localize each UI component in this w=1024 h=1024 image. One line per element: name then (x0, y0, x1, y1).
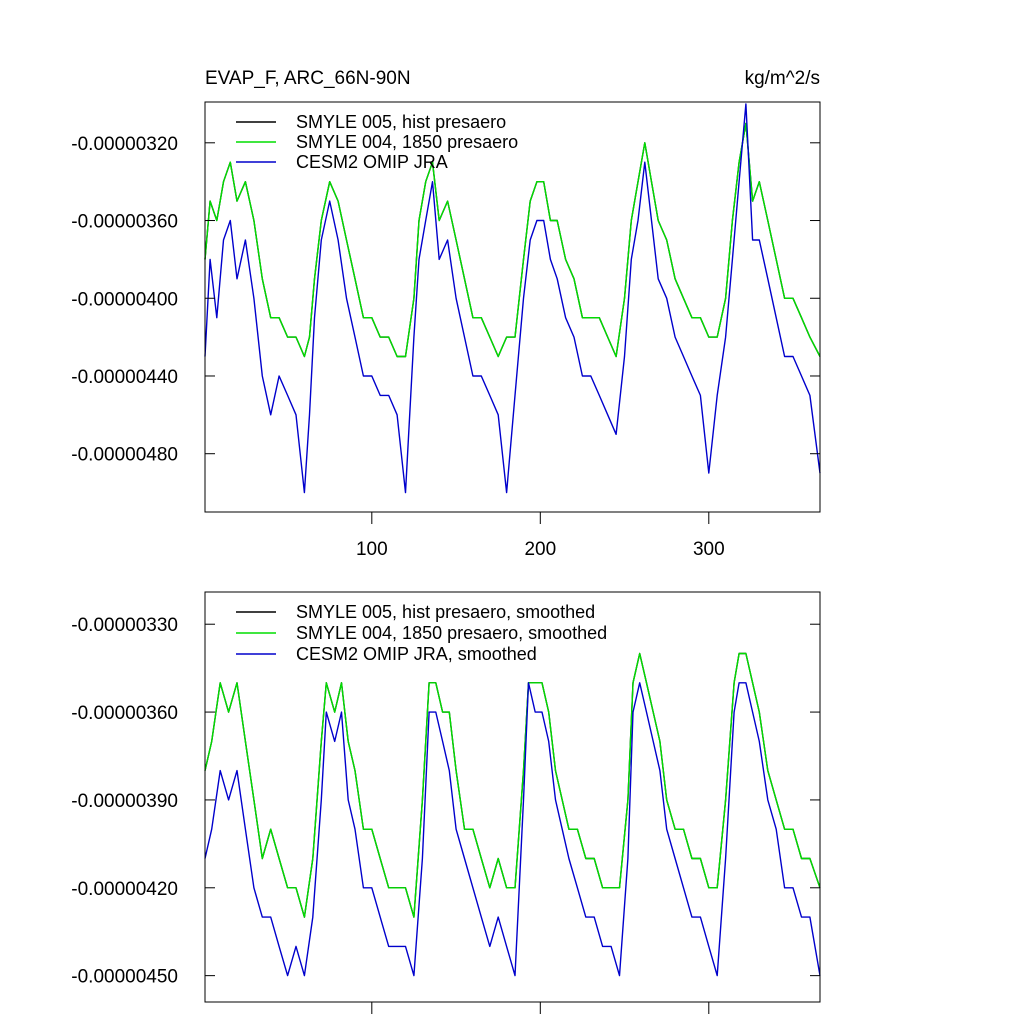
y-tick-label: -0.00000440 (71, 367, 178, 388)
plot-frame (204, 101, 821, 513)
y-tick-label: -0.00000400 (71, 289, 178, 310)
series-line-1 (204, 652, 821, 918)
bottom-panel: -0.00000330 -0.00000360 -0.00000390 -0.0000… (71, 591, 821, 1014)
top-panel: -0.00000320 -0.00000360 -0.00000400 -0.0000… (71, 68, 821, 560)
legend-label-0: SMYLE 005, hist presaero, smoothed (296, 602, 595, 622)
legend-label-1: SMYLE 004, 1850 presaero (296, 132, 518, 152)
y-tick-label: -0.00000450 (71, 967, 178, 988)
y-tick-label: -0.00000420 (71, 879, 178, 900)
y-tick-label: -0.00000330 (71, 615, 178, 636)
legend-label-2: CESM2 OMIP JRA, smoothed (296, 644, 537, 664)
y-tick-label: -0.00000320 (71, 134, 178, 155)
series-line-0 (204, 652, 821, 918)
legend-label-2: CESM2 OMIP JRA (296, 152, 448, 172)
legend-label-0: SMYLE 005, hist presaero (296, 112, 506, 132)
y-tick-label: -0.00000360 (71, 212, 178, 233)
y-tick-label: -0.00000360 (71, 703, 178, 724)
x-tick-label: 200 (524, 539, 556, 560)
series-line-1 (204, 122, 821, 358)
series-line-2 (204, 103, 821, 494)
plot-frame (204, 591, 821, 1003)
y-tick-label: -0.00000390 (71, 791, 178, 812)
units-label: kg/m^2/s (745, 68, 820, 89)
x-tick-label: 300 (693, 539, 725, 560)
legend-label-1: SMYLE 004, 1850 presaero, smoothed (296, 623, 607, 643)
chart-title: EVAP_F, ARC_66N-90N (205, 68, 411, 89)
series-line-2 (204, 682, 821, 977)
x-tick-label: 100 (356, 539, 388, 560)
y-tick-label: -0.00000480 (71, 445, 178, 466)
